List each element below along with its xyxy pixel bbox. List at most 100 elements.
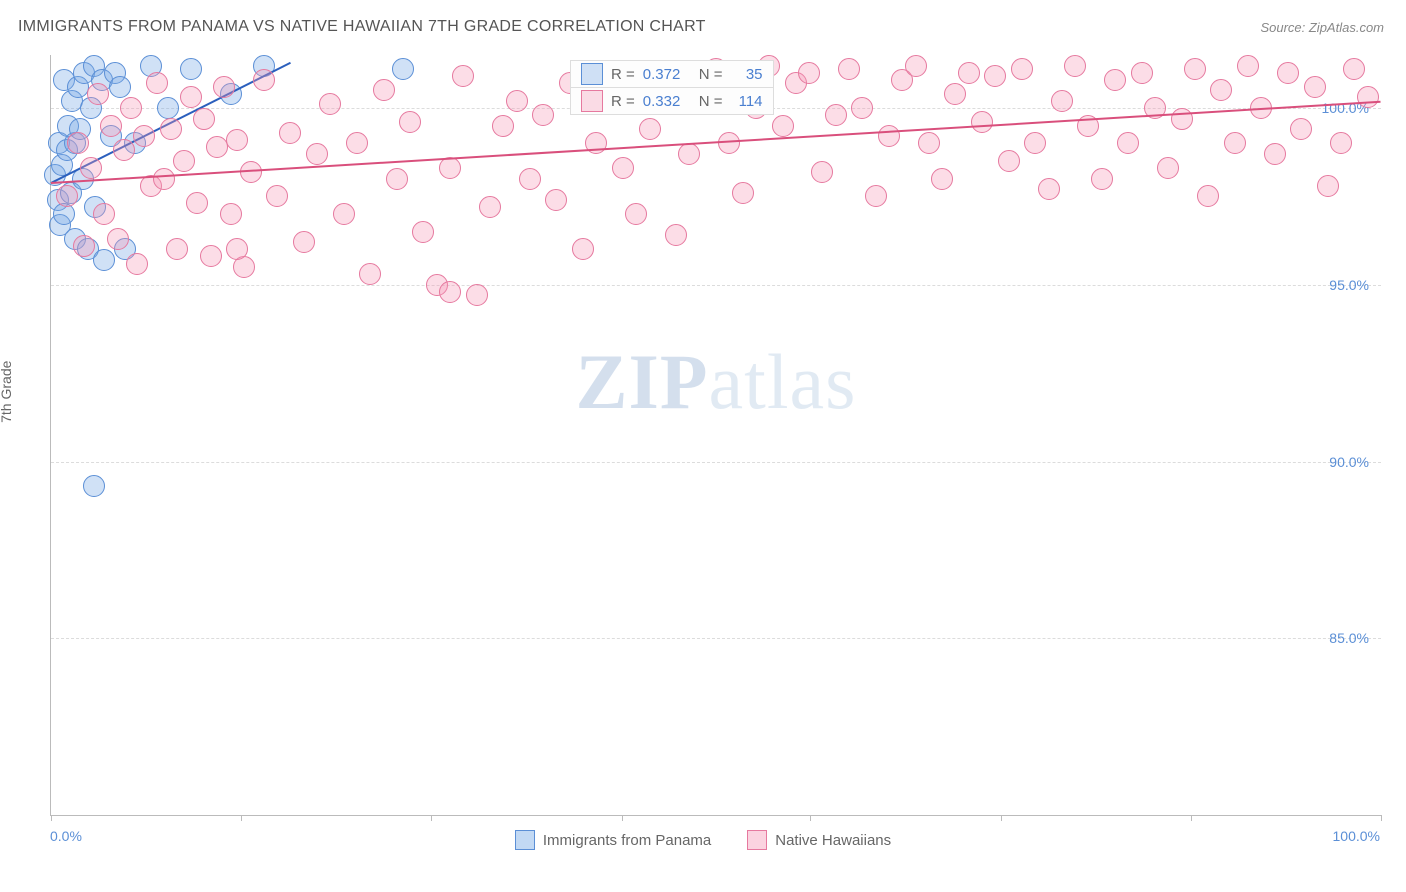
data-point [678,143,700,165]
data-point [392,58,414,80]
x-tick [1001,815,1002,821]
data-point [180,58,202,80]
data-point [266,185,288,207]
correlation-row: R =0.372N =35 [570,60,774,88]
data-point [984,65,1006,87]
data-point [944,83,966,105]
data-point [492,115,514,137]
data-point [1051,90,1073,112]
data-point [971,111,993,133]
x-tick [622,815,623,821]
data-point [811,161,833,183]
data-point [1011,58,1033,80]
grid-line [51,462,1381,463]
data-point [109,76,131,98]
x-tick [431,815,432,821]
data-point [545,189,567,211]
data-point [126,253,148,275]
data-point [865,185,887,207]
data-point [160,118,182,140]
data-point [100,115,122,137]
data-point [157,97,179,119]
data-point [93,249,115,271]
data-point [120,97,142,119]
stat-value-r: 0.332 [643,93,691,110]
data-point [439,157,461,179]
data-point [107,228,129,250]
data-point [80,157,102,179]
data-point [56,185,78,207]
data-point [399,111,421,133]
data-point [1117,132,1139,154]
data-point [958,62,980,84]
data-point [851,97,873,119]
data-point [253,69,275,91]
data-point [83,475,105,497]
data-point [279,122,301,144]
legend-item: Native Hawaiians [747,830,891,850]
stat-label-n: N = [699,93,723,110]
x-tick [1191,815,1192,821]
correlation-row: R =0.332N =114 [570,88,774,115]
data-point [878,125,900,147]
legend-swatch [581,90,603,112]
data-point [1064,55,1086,77]
data-point [506,90,528,112]
data-point [153,168,175,190]
data-point [772,115,794,137]
data-point [1038,178,1060,200]
stat-label-n: N = [699,66,723,83]
data-point [359,263,381,285]
data-point [180,86,202,108]
data-point [113,139,135,161]
stat-label-r: R = [611,93,635,110]
y-axis-title: 7th Grade [0,361,14,423]
data-point [206,136,228,158]
data-point [931,168,953,190]
data-point [226,129,248,151]
data-point [665,224,687,246]
data-point [918,132,940,154]
data-point [1357,86,1379,108]
data-point [1157,157,1179,179]
stat-value-n: 35 [731,66,763,83]
source-attribution: Source: ZipAtlas.com [1260,20,1384,35]
data-point [1197,185,1219,207]
chart-title: IMMIGRANTS FROM PANAMA VS NATIVE HAWAIIA… [18,18,706,36]
data-point [213,76,235,98]
x-tick [241,815,242,821]
data-point [193,108,215,130]
data-point [718,132,740,154]
data-point [73,235,95,257]
data-point [412,221,434,243]
data-point [519,168,541,190]
legend-label: Immigrants from Panama [543,832,711,849]
data-point [1264,143,1286,165]
data-point [1131,62,1153,84]
data-point [639,118,661,140]
data-point [146,72,168,94]
watermark: ZIPatlas [576,337,857,427]
x-tick [810,815,811,821]
data-point [1171,108,1193,130]
data-point [466,284,488,306]
data-point [1290,118,1312,140]
grid-line [51,638,1381,639]
data-point [293,231,315,253]
series-legend: Immigrants from Panama Native Hawaiians [0,830,1406,854]
data-point [1317,175,1339,197]
data-point [905,55,927,77]
legend-item: Immigrants from Panama [515,830,711,850]
data-point [838,58,860,80]
data-point [479,196,501,218]
data-point [1304,76,1326,98]
data-point [998,150,1020,172]
x-tick [51,815,52,821]
correlation-legend: R =0.372N =35R =0.332N =114 [570,60,774,115]
data-point [87,83,109,105]
data-point [319,93,341,115]
x-axis-min-label: 0.0% [50,828,82,844]
data-point [1091,168,1113,190]
data-point [173,150,195,172]
data-point [732,182,754,204]
